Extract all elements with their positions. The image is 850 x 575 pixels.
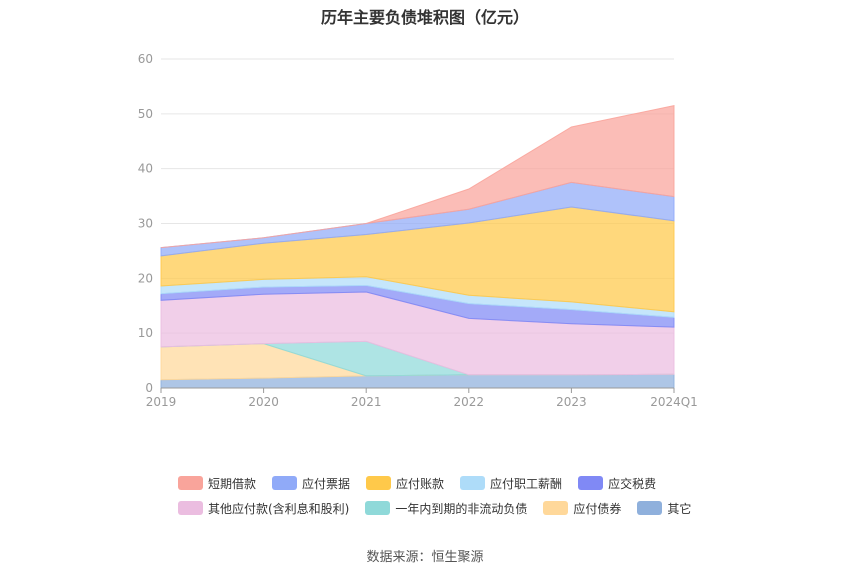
x-tick-label: 2019 bbox=[146, 395, 177, 409]
x-tick-label: 2021 bbox=[351, 395, 382, 409]
legend-label: 应付票据 bbox=[302, 476, 351, 491]
legend-item[interactable]: 其它 bbox=[637, 500, 691, 517]
x-tick-label: 2023 bbox=[556, 395, 587, 409]
legend-item[interactable]: 应付债券 bbox=[543, 500, 621, 517]
legend-swatch bbox=[365, 501, 391, 515]
legend-swatch bbox=[178, 476, 203, 490]
x-tick-label: 2022 bbox=[454, 395, 485, 409]
area-短期借款 bbox=[160, 104, 675, 249]
y-tick-label: 60 bbox=[138, 52, 153, 66]
data-source: 数据来源：恒生聚源 bbox=[366, 550, 484, 565]
legend-label: 一年内到期的非流动负债 bbox=[395, 501, 528, 516]
legend-swatch bbox=[543, 501, 569, 515]
y-tick-label: 50 bbox=[138, 107, 153, 121]
legend-item[interactable]: 短期借款 bbox=[178, 475, 256, 492]
y-tick-label: 20 bbox=[138, 271, 153, 285]
y-tick-label: 10 bbox=[138, 326, 153, 340]
legend-row: 短期借款 应付票据 应付账款 应付职工薪酬 应交税费 bbox=[178, 472, 698, 494]
legend-label: 其它 bbox=[667, 501, 692, 516]
x-tick-label: 2020 bbox=[248, 395, 279, 409]
legend-item[interactable]: 应付职工薪酬 bbox=[460, 475, 562, 492]
legend-swatch bbox=[178, 501, 203, 515]
legend-swatch bbox=[637, 501, 663, 515]
legend-item[interactable]: 一年内到期的非流动负债 bbox=[365, 500, 527, 517]
legend-item[interactable]: 应付账款 bbox=[366, 475, 444, 492]
legend-label: 应付职工薪酬 bbox=[490, 476, 563, 491]
legend-item[interactable]: 应付票据 bbox=[272, 475, 350, 492]
legend-label: 短期借款 bbox=[208, 476, 257, 491]
legend-item[interactable]: 应交税费 bbox=[578, 475, 656, 492]
legend-label: 其他应付款(含利息和股利) bbox=[208, 501, 350, 516]
y-tick-label: 40 bbox=[138, 162, 153, 176]
legend-swatch bbox=[366, 476, 392, 490]
y-tick-label: 30 bbox=[138, 217, 153, 231]
legend-label: 应付债券 bbox=[573, 501, 622, 516]
axes: 0 10 20 30 40 50 60 2019 2020 2021 2022 2023 2024Q1 bbox=[138, 52, 698, 409]
legend: 短期借款 应付票据 应付账款 应付职工薪酬 应交税费其他应付款(含利息和股利) 一年内到期… bbox=[178, 472, 698, 522]
x-tick-label: 2024Q1 bbox=[650, 395, 698, 409]
legend-swatch bbox=[460, 476, 486, 490]
legend-swatch bbox=[272, 476, 298, 490]
chart-title: 历年主要负债堆积图（亿元） bbox=[320, 8, 529, 27]
legend-row: 其他应付款(含利息和股利) 一年内到期的非流动负债 应付债券 其它 bbox=[178, 497, 698, 519]
chart-plot: 0 10 20 30 40 50 60 2019 2020 2021 2022 2023 2024Q1 bbox=[138, 52, 698, 409]
legend-swatch bbox=[578, 476, 604, 490]
legend-label: 应交税费 bbox=[608, 476, 657, 491]
y-tick-label: 0 bbox=[145, 381, 153, 395]
legend-item[interactable]: 其他应付款(含利息和股利) bbox=[178, 500, 349, 517]
legend-label: 应付账款 bbox=[396, 476, 445, 491]
area-series bbox=[160, 104, 675, 389]
